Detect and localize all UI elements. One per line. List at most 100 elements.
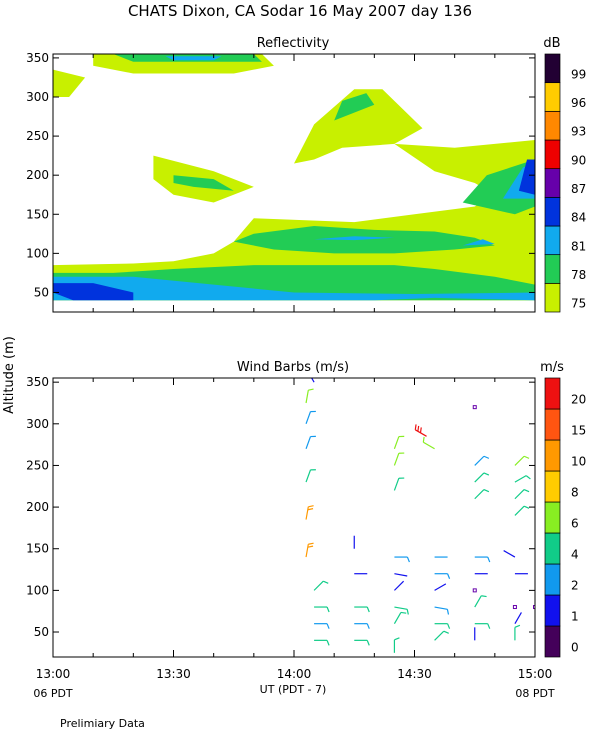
colorbar-swatch [544, 377, 561, 410]
colorbar-label: 6 [571, 517, 579, 531]
reflectivity-panel: 50 100 150 200 250 300 350 75 78 81 84 87 90 93 96 99 [26, 51, 586, 313]
wind-barb [305, 388, 314, 404]
x-end-label: 08 PDT [515, 687, 555, 700]
colorbar-label: 93 [571, 125, 586, 139]
colorbar-swatch [544, 563, 561, 596]
contour-78db [334, 93, 375, 121]
wind-colorbar-unit: m/s [540, 360, 564, 375]
colorbar-label: 1 [571, 610, 579, 624]
calm-marker [533, 605, 535, 610]
wind-barb [394, 606, 409, 615]
colorbar-swatch [544, 168, 561, 198]
wind-barb [394, 556, 410, 563]
figure-title: CHATS Dixon, CA Sodar 16 May 2007 day 13… [128, 2, 472, 20]
colorbar-label: 87 [571, 182, 586, 196]
wind-barbs-title: Wind Barbs (m/s) [237, 360, 349, 375]
contour-81db [165, 56, 222, 61]
colorbar-swatch [544, 282, 561, 313]
wind-barb [313, 580, 329, 591]
altitude-axis-label: Altitude (m) [2, 336, 17, 414]
contour-84db [518, 159, 535, 195]
wind-barb [474, 489, 490, 500]
y-tick-label: 50 [34, 285, 49, 299]
contour-78db [173, 175, 234, 191]
y-tick-label: 100 [26, 583, 49, 597]
calm-marker [512, 605, 517, 610]
y-tick-label: 200 [26, 500, 49, 514]
contour-75db [53, 69, 86, 97]
x-axis-label: UT (PDT - 7) [260, 683, 327, 696]
y-tick-label: 150 [26, 207, 49, 221]
wind-barb [305, 542, 314, 558]
calm-marker [472, 588, 477, 593]
wind-barb [393, 435, 405, 449]
y-tick-label: 100 [26, 246, 49, 260]
wind-barb [314, 623, 330, 629]
wind-barb [434, 630, 449, 641]
wind-barb [514, 455, 530, 466]
contour-81db [314, 236, 395, 241]
time-axis: 13:00 13:30 14:00 14:30 15:00 [36, 667, 553, 681]
contour-78db [233, 226, 495, 254]
plot-frame [52, 377, 536, 658]
colorbar-swatch [544, 53, 561, 84]
wind-barb [314, 606, 330, 613]
colorbar-label: 99 [571, 67, 586, 81]
colorbar-label: 96 [571, 96, 586, 110]
colorbar-swatch [544, 225, 561, 256]
x-tick-label: 13:30 [156, 667, 191, 681]
colorbar-label: 8 [571, 486, 579, 500]
y-tick-label: 150 [26, 542, 49, 556]
y-tick-label: 200 [26, 168, 49, 182]
y-tick-label: 300 [26, 90, 49, 104]
contour-81db [53, 276, 535, 301]
wind-barb [305, 505, 314, 520]
x-tick-label: 14:30 [397, 667, 432, 681]
contour-78db [462, 159, 535, 215]
colorbar-swatch [544, 196, 561, 227]
wind-barb [474, 595, 487, 608]
colorbar-label: 15 [571, 424, 586, 438]
wind-barb [514, 505, 530, 516]
wind-barb [393, 611, 407, 624]
reflectivity-plot-area [53, 54, 535, 301]
contour-75db [294, 89, 423, 164]
colorbar-label: 90 [571, 153, 586, 167]
footer-note: Prelimiary Data [60, 717, 145, 730]
wind-barb [474, 556, 491, 563]
wind-barb [474, 623, 491, 629]
wind-barb [393, 477, 405, 491]
y-tick-label: 250 [26, 129, 49, 143]
colorbar-swatch [544, 110, 561, 141]
colorbar-label: 75 [571, 297, 586, 311]
wind-barb [434, 623, 451, 629]
y-tick-label: 350 [26, 51, 49, 65]
colorbar-label: 4 [571, 548, 579, 562]
wind-barb [434, 606, 450, 615]
contour-84db [53, 283, 134, 301]
colorbar-label: 0 [571, 641, 579, 655]
wind-barb [422, 436, 435, 450]
colorbar-swatch [544, 594, 561, 627]
colorbar-label: 2 [571, 579, 579, 593]
wind-barb [414, 424, 427, 437]
wind-barb [354, 623, 370, 629]
wind-barb [393, 580, 405, 591]
reflectivity-colorbar-unit: dB [543, 36, 560, 51]
colorbar-label: 84 [571, 211, 586, 225]
wind-barb [503, 550, 516, 558]
colorbar-swatch [544, 139, 561, 170]
colorbar-swatch [544, 625, 561, 658]
contour-81db [462, 239, 495, 246]
wind-barb [305, 469, 316, 483]
y-tick-label: 250 [26, 458, 49, 472]
colorbar-swatch [544, 470, 561, 503]
wind-barb [354, 606, 370, 613]
colorbar-swatch [544, 254, 561, 284]
y-tick-label: 350 [26, 375, 49, 389]
reflectivity-title: Reflectivity [257, 36, 330, 51]
wind-colorbar: 0 1 2 4 6 8 10 15 20 [544, 377, 586, 658]
colorbar-label: 78 [571, 268, 586, 282]
reflectivity-colorbar: 75 78 81 84 87 90 93 96 99 [544, 53, 586, 313]
